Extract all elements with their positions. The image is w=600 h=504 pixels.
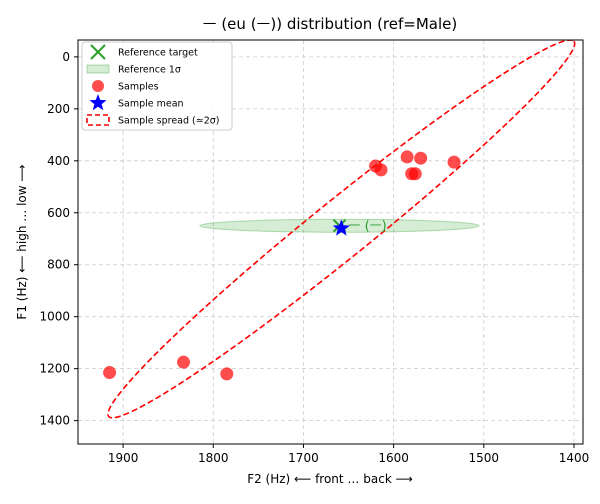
x-tick-label: 1900: [108, 451, 139, 465]
y-axis-ticks: 0 200 400 600 800 1000 1200 1400: [39, 50, 78, 428]
legend-reference-target-swatch: [90, 44, 106, 60]
sample-point: [220, 367, 234, 381]
y-tick-label: 0: [62, 50, 70, 64]
x-tick-label: 1500: [469, 451, 500, 465]
y-tick-label: 600: [47, 206, 70, 220]
x-axis-label: F2 (Hz) ⟵ front … back ⟶: [247, 472, 413, 486]
legend-reference-sigma-swatch: [86, 64, 110, 74]
legend-sample-spread-swatch: [86, 114, 110, 126]
y-axis-label: F1 (Hz) ⟵ high … low ⟶: [15, 164, 29, 319]
y-tick-label: 1400: [39, 414, 70, 428]
legend-entry-label: Sample spread (≈2σ): [118, 116, 219, 127]
plot-frame: [77, 39, 584, 445]
legend-entry-label: Reference target: [118, 48, 198, 59]
sample-mean-marker: [332, 219, 350, 236]
chart-title: ㅡ (eu (ㅡ)) distribution (ref=Male): [203, 15, 457, 33]
x-tick-label: 1600: [378, 451, 409, 465]
legend-entry-label: Reference 1σ: [118, 65, 181, 76]
sample-point: [414, 151, 428, 165]
x-axis-ticks: 1900 1800 1700 1600 1500 1400: [108, 444, 589, 465]
y-tick-label: 400: [47, 154, 70, 168]
sample-point: [447, 155, 461, 169]
sample-point: [103, 366, 117, 380]
sample-point: [408, 167, 422, 181]
legend-box: [81, 41, 233, 131]
reference-target-label: ㅡ (ㅡ): [349, 219, 387, 234]
sample-spread-ellipse: [107, 40, 576, 419]
legend-samples-swatch: [92, 80, 104, 92]
x-tick-label: 1800: [198, 451, 229, 465]
sample-point: [374, 163, 388, 177]
sample-point: [177, 355, 191, 369]
legend: Reference target Reference 1σ Samples Sampl…: [81, 41, 233, 131]
x-tick-label: 1400: [559, 451, 590, 465]
plot-content: ㅡ (ㅡ): [103, 40, 576, 419]
grid: [78, 40, 583, 444]
y-tick-label: 200: [47, 102, 70, 116]
legend-entry-label: Sample mean: [118, 99, 184, 110]
x-tick-label: 1700: [288, 451, 319, 465]
legend-entry-label: Samples: [118, 82, 159, 93]
y-tick-label: 1200: [39, 362, 70, 376]
y-tick-label: 800: [47, 258, 70, 272]
sample-point: [400, 150, 414, 164]
legend-sample-mean-swatch: [89, 94, 107, 111]
y-tick-label: 1000: [39, 310, 70, 324]
